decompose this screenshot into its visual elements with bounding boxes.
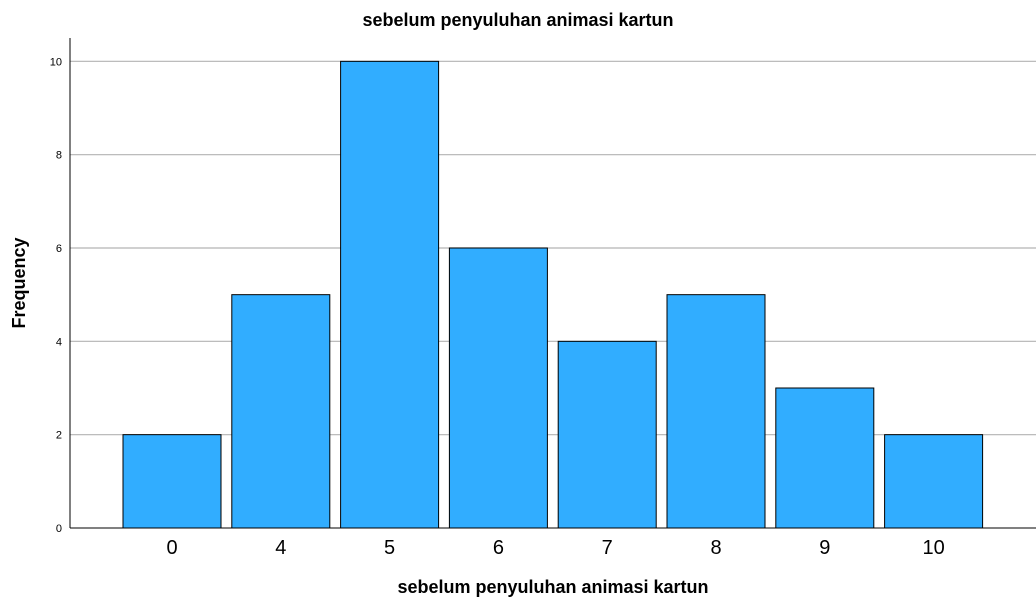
x-tick-label: 5 — [384, 537, 395, 559]
y-tick-label: 8 — [56, 150, 62, 162]
y-axis-label: Frequency — [9, 237, 29, 328]
y-tick-label: 0 — [56, 523, 62, 535]
x-tick-label: 6 — [493, 537, 504, 559]
bar-0 — [122, 434, 222, 529]
y-tick-label: 10 — [50, 56, 62, 68]
x-tick-labels: 0 4 5 6 7 8 9 10 — [166, 537, 944, 559]
x-tick-label: 8 — [710, 537, 721, 559]
x-tick-label: 4 — [275, 537, 286, 559]
bars — [122, 60, 984, 529]
bar-8 — [666, 294, 766, 529]
x-axis-label: sebelum penyuluhan animasi kartun — [397, 577, 708, 597]
y-tick-labels: 0 2 4 6 8 10 — [50, 56, 62, 535]
gridlines — [70, 60, 1036, 436]
y-tick-label: 4 — [56, 336, 62, 348]
bar-9 — [775, 387, 875, 529]
bar-10 — [884, 434, 984, 529]
bar-4 — [231, 294, 331, 529]
bar-5 — [340, 60, 440, 529]
bar-6 — [448, 247, 548, 529]
x-tick-label: 10 — [922, 537, 944, 559]
bar-7 — [557, 340, 657, 529]
x-tick-label: 9 — [819, 537, 830, 559]
x-tick-label: 7 — [602, 537, 613, 559]
y-tick-label: 2 — [56, 430, 62, 442]
axes — [69, 38, 1036, 529]
y-tick-label: 6 — [56, 243, 62, 255]
x-tick-label: 0 — [166, 537, 177, 559]
chart-title: sebelum penyuluhan animasi kartun — [362, 10, 673, 30]
